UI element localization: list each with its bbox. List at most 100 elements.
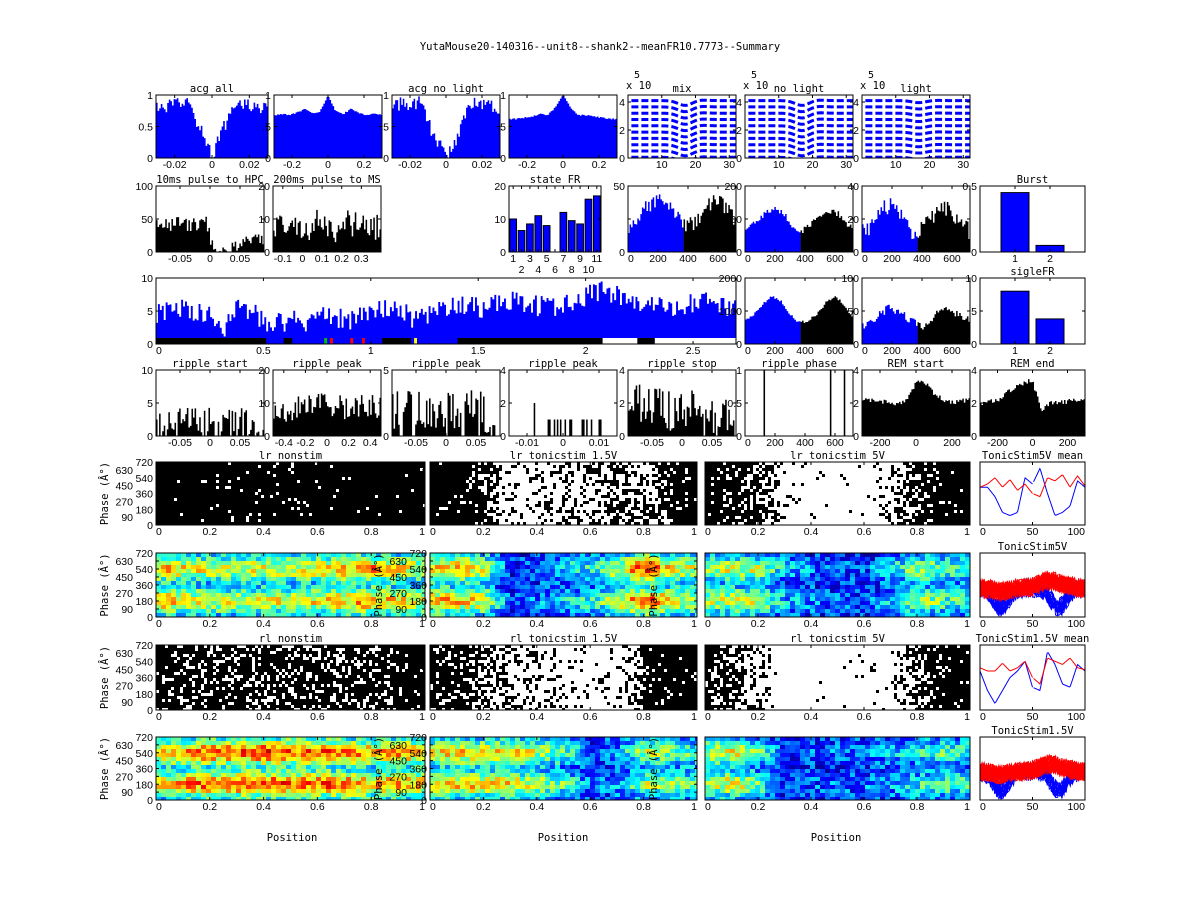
heatmap-cell xyxy=(271,761,276,765)
heatmap-cell xyxy=(705,597,710,601)
heatmap-cell xyxy=(505,573,510,577)
heatmap-cell xyxy=(920,569,925,573)
heatmap-cell xyxy=(570,613,575,617)
heatmap-cell xyxy=(196,585,201,589)
y-tick-label: 5 xyxy=(383,365,389,377)
plot-content xyxy=(980,467,1085,516)
heatmap-cell xyxy=(465,753,470,757)
heatmap-cell xyxy=(401,565,406,569)
heatmap-cell xyxy=(535,609,540,613)
heatmap-cell xyxy=(925,613,930,617)
heatmap-cell xyxy=(835,585,840,589)
heatmap-cell xyxy=(376,601,381,605)
heatmap-cell xyxy=(316,569,321,573)
heatmap-cell xyxy=(530,593,535,597)
heatmap-cell xyxy=(780,553,785,557)
heatmap-cell xyxy=(346,593,351,597)
y-tick-label: 180 xyxy=(135,689,153,701)
heatmap-cell xyxy=(196,749,201,753)
heatmap-cell xyxy=(371,557,376,561)
heatmap-cell xyxy=(326,589,331,593)
y-tick-label: 0 xyxy=(736,247,742,259)
heatmap-cell xyxy=(366,781,371,785)
heatmap-cell xyxy=(885,561,890,565)
heatmap-cell xyxy=(510,565,515,569)
heatmap-cell xyxy=(835,597,840,601)
mean-line-stim xyxy=(980,660,1033,678)
heatmap-cell xyxy=(176,605,181,609)
heatmap-cell xyxy=(505,757,510,761)
histogram-bars xyxy=(156,98,268,158)
heatmap-cell xyxy=(186,573,191,577)
heatmap-cell xyxy=(196,757,201,761)
heatmap-cell xyxy=(655,557,660,561)
heatmap-cell xyxy=(660,581,665,585)
x-tick-label: 0 xyxy=(207,437,213,449)
heatmap-cell xyxy=(386,773,391,777)
heatmap-cell xyxy=(910,581,915,585)
heatmap-cell xyxy=(940,577,945,581)
heatmap-cell xyxy=(915,581,920,585)
heatmap-cell xyxy=(276,581,281,585)
heatmap-cell xyxy=(440,745,445,749)
heatmap-cell xyxy=(181,577,186,581)
heatmap-cell xyxy=(416,789,421,793)
heatmap-cell xyxy=(525,589,530,593)
heatmap-cell xyxy=(430,561,435,565)
heatmap-cell xyxy=(495,773,500,777)
heatmap-cell xyxy=(445,777,450,781)
heatmap-cell xyxy=(820,569,825,573)
heatmap-cell xyxy=(565,561,570,565)
heatmap-cell xyxy=(301,757,306,761)
heatmap-cell xyxy=(276,577,281,581)
heatmap-cell xyxy=(416,565,421,569)
x-tick-label: 0 xyxy=(430,618,436,630)
heatmap-cell xyxy=(411,797,416,800)
heatmap-cell xyxy=(460,785,465,789)
heatmap-cell xyxy=(655,561,660,565)
heatmap-cell xyxy=(401,573,406,577)
heatmap-cell xyxy=(570,597,575,601)
heatmap-cell xyxy=(785,601,790,605)
heatmap-cell xyxy=(625,593,630,597)
plot-content xyxy=(392,390,500,436)
heatmap-cell xyxy=(176,565,181,569)
y-tick-label: 0 xyxy=(853,431,859,443)
heatmap-cell xyxy=(336,597,341,601)
heatmap-cell xyxy=(226,593,231,597)
heatmap-cell xyxy=(815,589,820,593)
heatmap-cell xyxy=(770,573,775,577)
heatmap-cell xyxy=(391,769,396,773)
heatmap-cell xyxy=(890,577,895,581)
heatmap-cell xyxy=(455,613,460,617)
heatmap-cell xyxy=(865,605,870,609)
heatmap-cell xyxy=(750,553,755,557)
x-tick-label: 0.4 xyxy=(256,618,271,630)
heatmap-cell xyxy=(515,569,520,573)
heatmap-cell xyxy=(950,589,955,593)
heatmap-cell xyxy=(715,597,720,601)
x-tick-label: 0.4 xyxy=(529,526,544,538)
heatmap-cell xyxy=(795,609,800,613)
heatmap-cell xyxy=(331,565,336,569)
heatmap-cell xyxy=(800,573,805,577)
heatmap-cell xyxy=(286,553,291,557)
heatmap-cell xyxy=(480,605,485,609)
heatmap-cell xyxy=(381,613,386,617)
heatmap-cell xyxy=(251,609,256,613)
heatmap-cell xyxy=(336,741,341,745)
y-tick-label: 0 xyxy=(619,247,625,259)
y-tick-label: 100 xyxy=(135,181,153,193)
heatmap-cell xyxy=(730,585,735,589)
heatmap-cell xyxy=(406,777,411,781)
heatmap-cell xyxy=(256,769,261,773)
heatmap-cell xyxy=(161,737,166,741)
heatmap-cell xyxy=(745,597,750,601)
heatmap-cell xyxy=(885,597,890,601)
heatmap-cell xyxy=(810,613,815,617)
heatmap-cell xyxy=(730,589,735,593)
x-tick-label: 10 xyxy=(656,159,668,171)
heatmap-cell xyxy=(186,577,191,581)
heatmap-cell xyxy=(386,793,391,797)
heatmap-cell xyxy=(301,589,306,593)
